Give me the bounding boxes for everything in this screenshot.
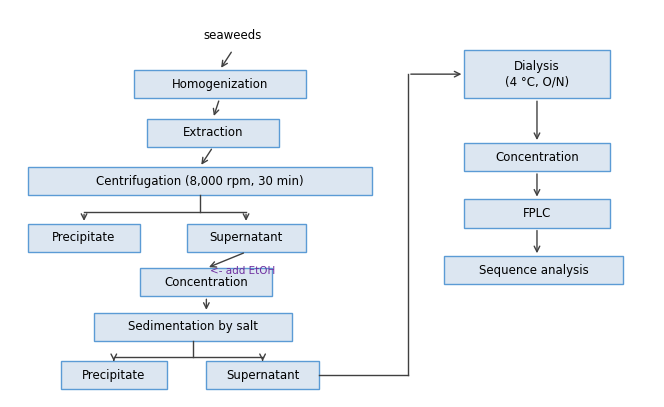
FancyBboxPatch shape [28,224,140,252]
Text: FPLC: FPLC [523,207,551,220]
Text: <- add EtOH: <- add EtOH [210,266,275,276]
FancyBboxPatch shape [187,224,305,252]
Text: Precipitate: Precipitate [82,369,145,382]
Text: Sequence analysis: Sequence analysis [479,264,588,277]
FancyBboxPatch shape [133,70,305,98]
Text: Sedimentation by salt: Sedimentation by salt [128,320,258,333]
FancyBboxPatch shape [61,361,167,389]
Text: Dialysis
(4 °C, O/N): Dialysis (4 °C, O/N) [505,60,569,88]
FancyBboxPatch shape [464,50,610,98]
Text: Supernatant: Supernatant [226,369,299,382]
Text: Supernatant: Supernatant [209,231,283,244]
Text: Homogenization: Homogenization [171,78,268,91]
FancyBboxPatch shape [147,118,279,147]
Text: seaweeds: seaweeds [204,29,262,42]
FancyBboxPatch shape [94,313,292,341]
FancyBboxPatch shape [207,361,319,389]
Text: Concentration: Concentration [495,151,579,164]
FancyBboxPatch shape [444,256,623,284]
FancyBboxPatch shape [464,199,610,228]
FancyBboxPatch shape [140,268,272,296]
Text: Precipitate: Precipitate [52,231,116,244]
FancyBboxPatch shape [28,167,372,195]
Text: Concentration: Concentration [165,276,248,289]
FancyBboxPatch shape [464,143,610,171]
Text: Centrifugation (8,000 rpm, 30 min): Centrifugation (8,000 rpm, 30 min) [96,175,303,188]
Text: Extraction: Extraction [183,126,243,139]
